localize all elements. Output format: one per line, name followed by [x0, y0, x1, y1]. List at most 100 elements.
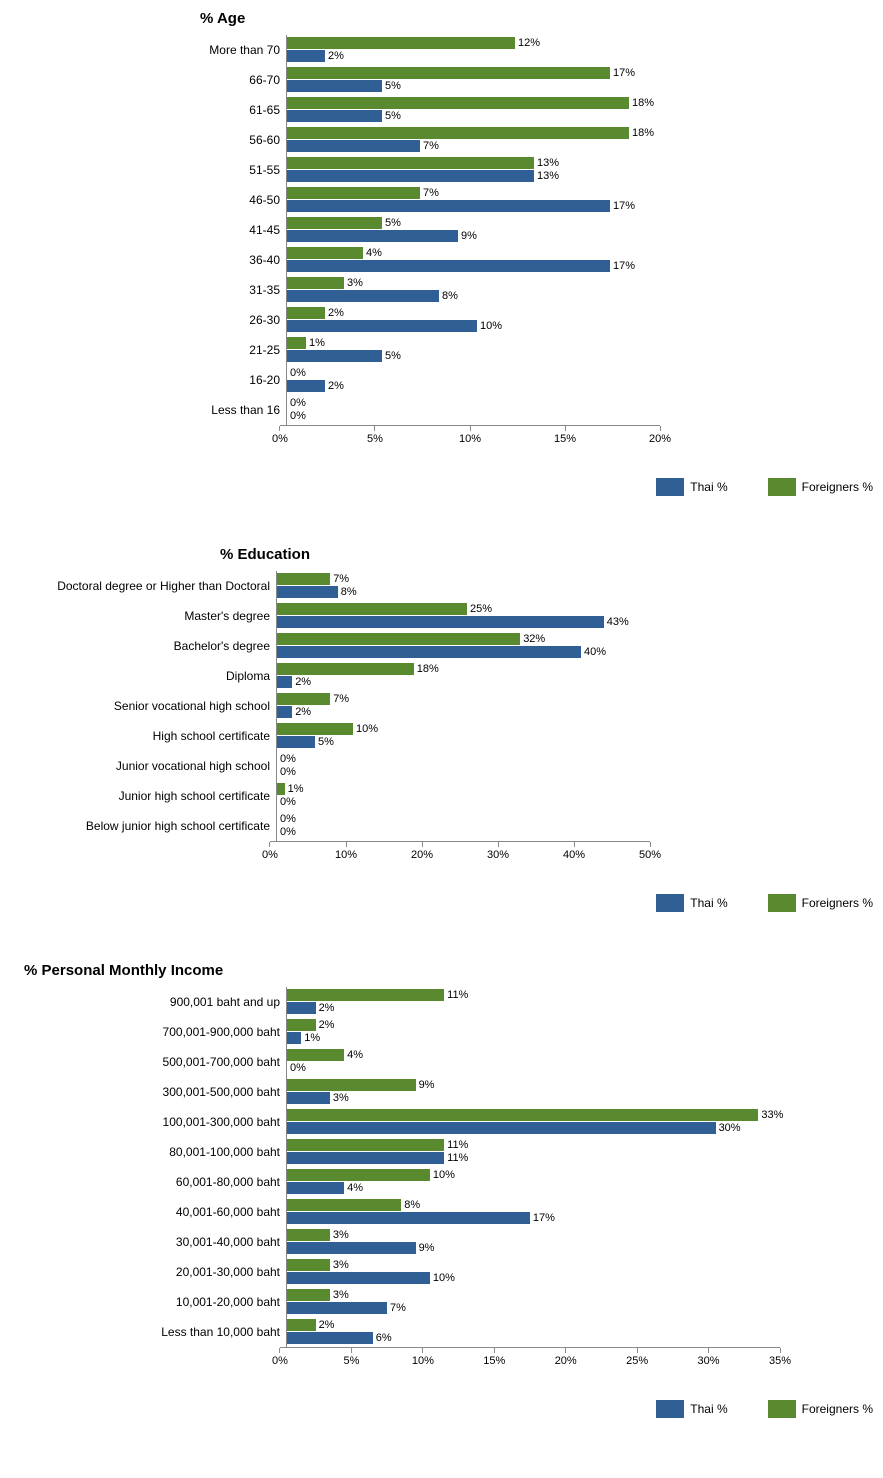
category-label: 300,001-500,000 baht	[10, 1077, 286, 1107]
bar-fill	[287, 307, 325, 319]
bar-value-label: 13%	[537, 157, 559, 169]
bar-value-label: 0%	[280, 826, 296, 838]
plot-row: 3%7%	[286, 1287, 787, 1317]
plot-row: 32%40%	[276, 631, 657, 661]
plot-row: 11%2%	[286, 987, 787, 1017]
plot-row: 0%0%	[276, 751, 657, 781]
x-tick: 10%	[412, 1348, 434, 1367]
bar-thai: 40%	[277, 646, 581, 658]
legend-label: Thai %	[690, 896, 727, 910]
bar-value-label: 8%	[442, 290, 458, 302]
x-tick: 5%	[343, 1348, 359, 1367]
chart-row: 500,001-700,000 baht4%0%	[10, 1047, 883, 1077]
plot-row: 0%2%	[286, 365, 667, 395]
category-label: 40,001-60,000 baht	[10, 1197, 286, 1227]
x-axis: 0%5%10%15%20%25%30%35%	[10, 1347, 883, 1372]
bar-fill	[277, 586, 338, 598]
bar-fill	[277, 616, 604, 628]
bar-value-label: 7%	[423, 140, 439, 152]
chart-title: % Education	[220, 546, 883, 563]
plot-row: 10%4%	[286, 1167, 787, 1197]
category-label: 56-60	[10, 125, 286, 155]
plot-row: 8%17%	[286, 1197, 787, 1227]
legend-item-foreigners: Foreigners %	[768, 478, 873, 496]
plot-row: 17%5%	[286, 65, 667, 95]
bar-value-label: 11%	[447, 1139, 468, 1151]
chart-row: 46-507%17%	[10, 185, 883, 215]
bar-value-label: 17%	[613, 67, 635, 79]
bar-value-label: 1%	[309, 337, 325, 349]
bar-value-label: 3%	[333, 1289, 349, 1301]
chart-row: 31-353%8%	[10, 275, 883, 305]
x-tick: 0%	[262, 842, 278, 861]
bar-fill	[287, 217, 382, 229]
bar-value-label: 10%	[433, 1169, 455, 1181]
bar-value-label: 2%	[319, 1002, 335, 1014]
bar-fill	[287, 1272, 430, 1284]
bar-thai: 2%	[277, 676, 292, 688]
bar-value-label: 2%	[328, 307, 344, 319]
bar-thai: 7%	[287, 1302, 387, 1314]
bar-foreigners: 18%	[287, 127, 629, 139]
bar-fill	[277, 783, 285, 795]
bar-value-label: 0%	[290, 410, 306, 422]
bar-value-label: 1%	[288, 783, 304, 795]
bar-fill	[277, 676, 292, 688]
category-label: 20,001-30,000 baht	[10, 1257, 286, 1287]
bar-value-label: 40%	[584, 646, 606, 658]
bar-foreigners: 13%	[287, 157, 534, 169]
bar-fill	[287, 1079, 416, 1091]
bar-thai: 17%	[287, 200, 610, 212]
legend-swatch	[768, 478, 796, 496]
plot-row: 7%2%	[276, 691, 657, 721]
bar-value-label: 0%	[280, 753, 296, 765]
category-label: 900,001 baht and up	[10, 987, 286, 1017]
legend: Thai %Foreigners %	[10, 1400, 883, 1418]
legend-swatch	[656, 1400, 684, 1418]
chart-row: Doctoral degree or Higher than Doctoral7…	[10, 571, 883, 601]
bar-foreigners: 32%	[277, 633, 520, 645]
category-label: 26-30	[10, 305, 286, 335]
category-label: 21-25	[10, 335, 286, 365]
bar-foreigners: 3%	[287, 1259, 330, 1271]
bar-value-label: 5%	[385, 217, 401, 229]
plot-row: 3%8%	[286, 275, 667, 305]
legend: Thai %Foreigners %	[10, 478, 883, 496]
bar-fill	[287, 1049, 344, 1061]
bar-fill	[287, 1152, 444, 1164]
bar-value-label: 7%	[333, 573, 349, 585]
bar-thai: 9%	[287, 1242, 416, 1254]
x-tick: 25%	[626, 1348, 648, 1367]
bar-value-label: 17%	[533, 1212, 555, 1224]
bar-value-label: 0%	[290, 367, 306, 379]
bar-value-label: 10%	[433, 1272, 455, 1284]
bar-value-label: 6%	[376, 1332, 392, 1344]
plot-row: 13%13%	[286, 155, 667, 185]
bar-value-label: 18%	[417, 663, 439, 675]
bar-thai: 8%	[287, 290, 439, 302]
bar-fill	[287, 1109, 758, 1121]
bar-foreigners: 1%	[277, 783, 285, 795]
bar-foreigners: 7%	[277, 693, 330, 705]
bar-fill	[287, 1169, 430, 1181]
bar-foreigners: 4%	[287, 247, 363, 259]
bar-fill	[277, 573, 330, 585]
chart-row: Diploma18%2%	[10, 661, 883, 691]
chart-row: 66-7017%5%	[10, 65, 883, 95]
bar-fill	[287, 1242, 416, 1254]
plot-row: 25%43%	[276, 601, 657, 631]
bar-thai: 2%	[277, 706, 292, 718]
category-label: 51-55	[10, 155, 286, 185]
bar-fill	[287, 320, 477, 332]
bar-value-label: 0%	[280, 813, 296, 825]
chart-row: Bachelor's degree32%40%	[10, 631, 883, 661]
chart-row: 10,001-20,000 baht3%7%	[10, 1287, 883, 1317]
bar-value-label: 9%	[419, 1079, 435, 1091]
category-label: Junior high school certificate	[10, 781, 276, 811]
chart-row: 26-302%10%	[10, 305, 883, 335]
category-label: 61-65	[10, 95, 286, 125]
bar-fill	[287, 247, 363, 259]
bar-value-label: 8%	[341, 586, 357, 598]
plot-row: 1%5%	[286, 335, 667, 365]
chart-row: 100,001-300,000 baht33%30%	[10, 1107, 883, 1137]
